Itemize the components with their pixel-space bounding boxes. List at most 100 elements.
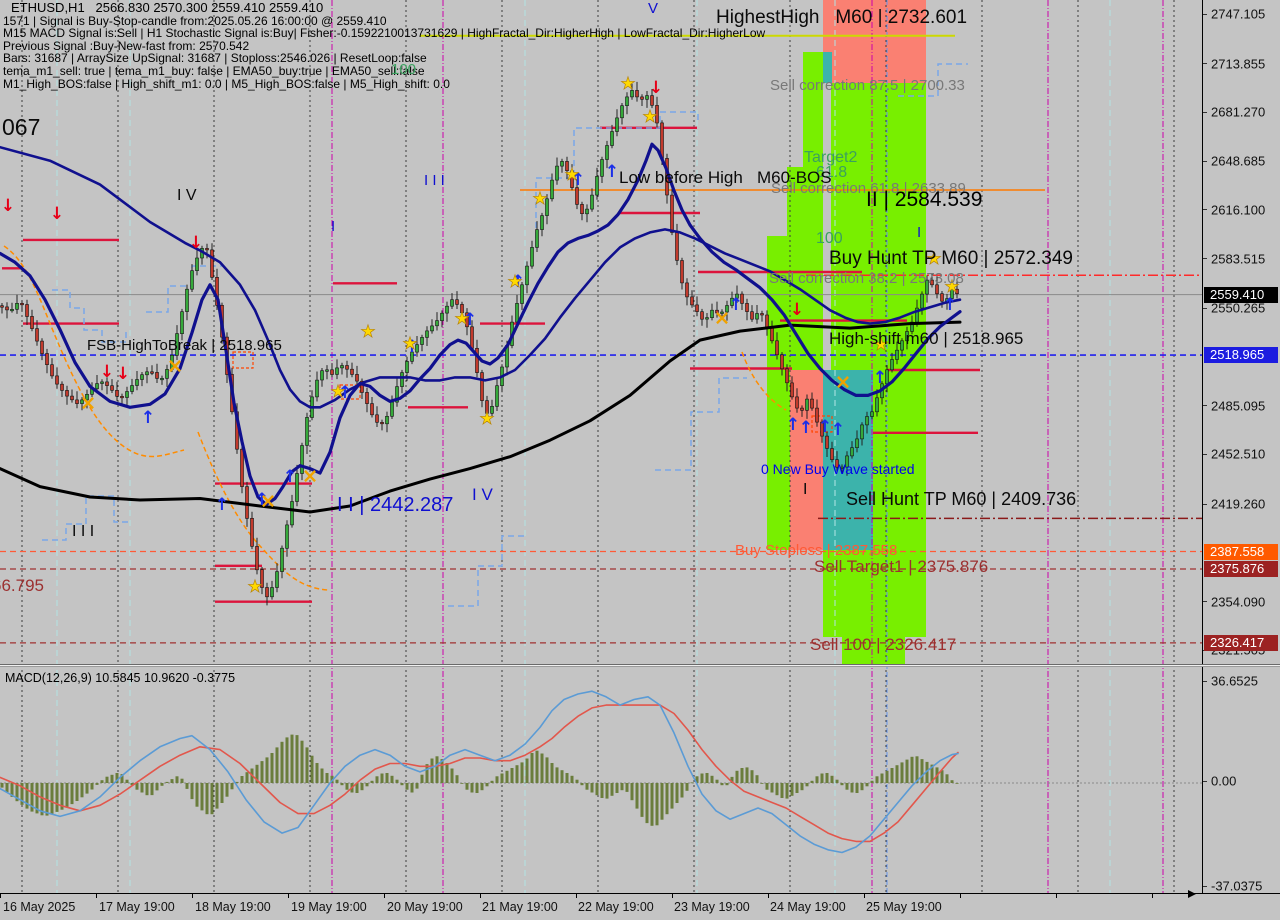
candle-body — [380, 421, 384, 425]
macd-histogram-bar — [110, 774, 114, 783]
candle-body — [165, 369, 169, 379]
macd-histogram-bar — [830, 775, 834, 783]
macd-tick-label: -37.0375 — [1211, 878, 1263, 894]
candle-body — [575, 187, 579, 205]
buy-arrow-icon: ↑ — [571, 170, 585, 190]
macd-histogram-bar — [240, 776, 244, 783]
candle-body — [255, 546, 259, 571]
macd-histogram-bar — [805, 783, 809, 787]
candle-body — [340, 365, 344, 369]
candle-body — [160, 377, 164, 381]
macd-histogram-bar — [685, 783, 689, 791]
macd-histogram-bar — [565, 773, 569, 783]
candle-body — [335, 367, 339, 375]
buy-arrow-icon: ↑ — [818, 417, 832, 437]
candle-body — [485, 400, 489, 414]
macd-histogram-bar — [820, 773, 824, 783]
macd-histogram-bar — [205, 783, 209, 815]
candle-body — [790, 382, 794, 398]
candle-body — [95, 383, 99, 390]
macd-histogram-bar — [645, 783, 649, 824]
candle-body — [410, 351, 414, 362]
candle-body — [840, 466, 844, 469]
price-tick-label: 2616.100 — [1211, 202, 1266, 218]
macd-histogram-bar — [290, 734, 294, 783]
macd-histogram-bar — [265, 757, 269, 783]
candle-body — [400, 372, 404, 387]
macd-histogram-bar — [470, 783, 474, 793]
macd-histogram-bar — [660, 783, 664, 820]
candle-body — [355, 374, 359, 382]
macd-histogram-bar — [285, 737, 289, 783]
macd-histogram-bar — [835, 779, 839, 783]
macd-histogram-bar — [680, 783, 684, 798]
star-signal-icon: ★ — [926, 249, 941, 269]
macd-histogram-bar — [950, 780, 954, 783]
time-tick-mark — [0, 894, 1, 898]
candle-body — [280, 547, 284, 572]
candle-body — [395, 386, 399, 403]
candle-body — [260, 569, 264, 588]
macd-histogram-bar — [515, 765, 519, 783]
sell-correction-38-label: Sell correction 38.2 | 2573.08 — [769, 270, 964, 287]
time-tick-mark — [768, 894, 769, 898]
candle-body — [865, 416, 869, 426]
macd-histogram-bar — [555, 767, 559, 783]
price-tick-label: 2452.510 — [1211, 446, 1266, 462]
macd-histogram-bar — [155, 783, 159, 791]
highlight-zone — [823, 52, 832, 83]
candle-body — [570, 170, 574, 188]
price-axis[interactable]: 2747.105 2713.855 2681.270 2648.685 2616.100… — [1202, 0, 1280, 920]
macd-histogram-bar — [55, 783, 59, 812]
time-tick-label: 16 May 2025 — [3, 900, 76, 914]
axis-tick-mark — [1203, 453, 1207, 455]
time-tick-mark — [480, 894, 481, 898]
macd-histogram-bar — [850, 783, 854, 793]
x-signal-icon: × — [167, 354, 184, 378]
candle-body — [580, 204, 584, 214]
candle-body — [925, 279, 929, 295]
time-tick-label: 18 May 19:00 — [195, 900, 271, 914]
sell-arrow-icon: ↓ — [189, 233, 203, 253]
candle-body — [920, 293, 924, 309]
time-tick-label: 23 May 19:00 — [674, 900, 750, 914]
candle-body — [955, 288, 959, 295]
macd-histogram-bar — [405, 783, 409, 790]
candle-body — [690, 296, 694, 306]
price-highlight-badge: 2387.558 — [1204, 543, 1278, 560]
candle-body — [815, 407, 819, 423]
candle-body — [140, 374, 144, 380]
star-signal-icon: ★ — [873, 335, 888, 355]
time-axis[interactable]: 16 May 2025 17 May 19:00 18 May 19:00 19 Ma… — [0, 890, 1280, 920]
candle-body — [55, 375, 59, 385]
sell-100-label: Sell 100 | 2326.417 — [810, 635, 957, 654]
sell-arrow-icon: ↓ — [1, 196, 15, 216]
buy-arrow-icon: ↑ — [943, 295, 957, 315]
axis-tick-mark — [1203, 63, 1207, 65]
candle-body — [545, 198, 549, 216]
candle-body — [450, 299, 454, 307]
candle-body — [390, 401, 394, 417]
candle-body — [265, 587, 269, 598]
macd-histogram-bar — [435, 756, 439, 783]
buy-arrow-icon: ↑ — [283, 467, 297, 487]
macd-histogram-bar — [880, 773, 884, 783]
macd-histogram-bar — [485, 783, 489, 787]
macd-histogram-bar — [440, 759, 444, 783]
sell-arrow-icon: ↓ — [649, 78, 663, 98]
wave-iii-black-label: I I I — [72, 523, 95, 540]
macd-histogram-bar — [650, 783, 654, 826]
panel-divider[interactable] — [0, 664, 1280, 667]
star-signal-icon: ★ — [564, 165, 579, 185]
candle-body — [800, 407, 804, 411]
signal-status-line: Bars: 31687 | ArraySize UpSignal: 31687 … — [3, 51, 427, 66]
macd-histogram-bar — [815, 776, 819, 783]
candle-body — [520, 284, 524, 304]
candle-body — [515, 303, 519, 323]
macd-histogram-bar — [165, 781, 169, 783]
sell-arrow-icon: ↓ — [116, 364, 130, 384]
price-and-macd-plot[interactable]: ↓ ↓↓ ↓↓↓↓↑↑ ↑↑↑↑↑↑↑ ↑↑↑↑ ↑↑↑↑★★★★★★★★★★★★★★××… — [0, 0, 1202, 893]
macd-histogram-bar — [100, 780, 104, 783]
ma-navy-fast — [0, 142, 962, 507]
signal-status-line: 1571 | Signal is Buy-Stop-candle from:20… — [3, 13, 387, 28]
